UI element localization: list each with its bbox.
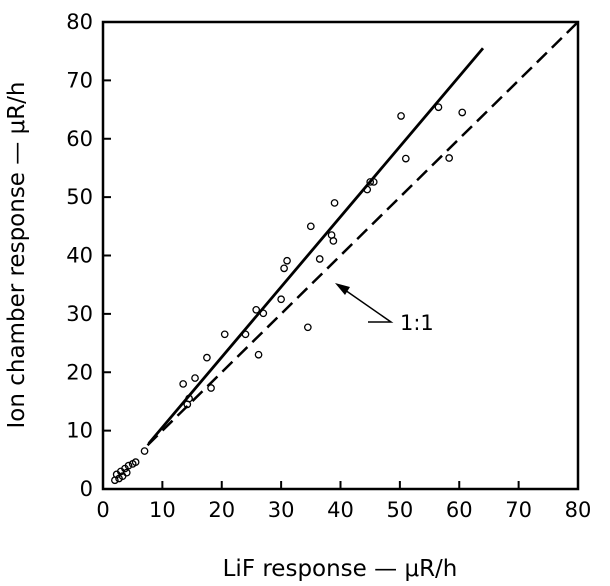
one-to-one-leader-line	[344, 289, 394, 323]
regression-fit-line	[147, 47, 485, 445]
data-point	[124, 461, 133, 470]
data-point	[458, 108, 467, 117]
data-point	[329, 237, 338, 245]
data-point	[306, 222, 315, 231]
data-point	[140, 447, 149, 455]
data-point	[401, 154, 410, 163]
data-point	[191, 374, 199, 382]
data-point	[131, 458, 140, 466]
data-point	[203, 353, 211, 362]
data-point	[122, 468, 131, 477]
x-tick-label: 30	[268, 498, 295, 522]
data-point	[254, 350, 263, 359]
data-point	[280, 264, 288, 273]
data-point	[283, 256, 291, 265]
data-point	[220, 330, 229, 339]
x-axis-ticks: 0 10 20 30 40 50 60 70 80	[96, 481, 591, 522]
y-axis-title: Ion chamber response — μR/h	[4, 81, 30, 428]
y-axis-ticks: 0 10 20 30 40 50 60 70 80	[66, 10, 111, 501]
x-axis-title: LiF response — μR/h	[223, 556, 458, 582]
x-tick-label: 70	[505, 498, 532, 522]
data-point	[445, 154, 454, 162]
one-to-one-reference-line	[146, 21, 579, 447]
y-tick-label: 0	[80, 477, 93, 501]
chart-lines	[146, 21, 579, 447]
y-tick-label: 10	[66, 419, 93, 443]
data-point	[397, 112, 405, 120]
x-tick-label: 50	[387, 498, 414, 522]
y-tick-label: 20	[66, 360, 93, 384]
data-point	[179, 380, 188, 388]
x-tick-label: 60	[446, 498, 473, 522]
data-point	[330, 199, 339, 207]
one-to-one-arrowhead	[335, 283, 350, 295]
y-tick-label: 80	[66, 10, 93, 34]
data-point	[303, 323, 312, 332]
data-point	[207, 384, 215, 392]
y-tick-label: 70	[66, 68, 93, 92]
y-tick-label: 60	[66, 127, 93, 151]
x-tick-label: 0	[96, 498, 109, 522]
one-to-one-label: 1:1	[400, 311, 434, 335]
data-point	[252, 305, 261, 314]
x-tick-label: 20	[208, 498, 235, 522]
x-tick-label: 10	[149, 498, 176, 522]
x-tick-label: 40	[327, 498, 354, 522]
data-point	[366, 178, 375, 186]
x-tick-label: 80	[565, 498, 592, 522]
data-point	[277, 295, 285, 304]
data-point	[434, 103, 443, 112]
y-tick-label: 30	[66, 302, 93, 326]
data-point	[315, 255, 324, 263]
plot-frame	[101, 20, 580, 491]
y-tick-label: 40	[66, 244, 93, 268]
y-tick-label: 50	[66, 185, 93, 209]
